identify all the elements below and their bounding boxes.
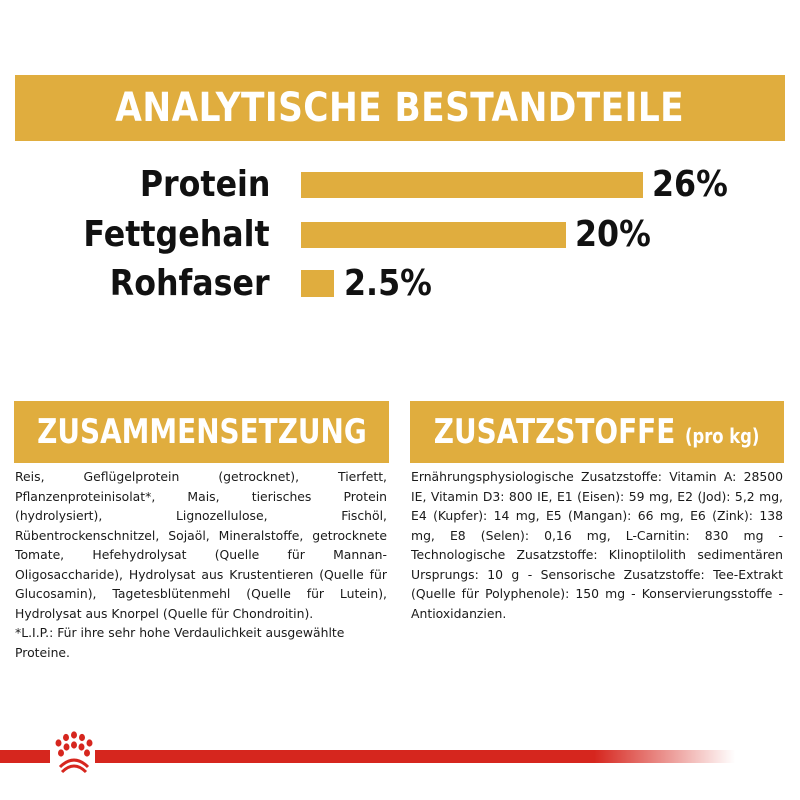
composition-banner: ZUSAMMENSETZUNG [14, 401, 389, 463]
additives-title: ZUSATZSTOFFE [434, 412, 676, 452]
bar-label: Fettgehalt [83, 214, 270, 255]
bar [301, 172, 643, 198]
crown-logo-icon [55, 731, 93, 774]
chart-row-rohfaser: Rohfaser 2.5% [0, 259, 800, 309]
footer-line-right [95, 750, 735, 763]
bar [301, 222, 566, 248]
composition-title: ZUSAMMENSETZUNG [36, 412, 367, 452]
bar-label: Rohfaser [110, 263, 270, 304]
bar-value: 2.5% [344, 263, 432, 304]
chart-row-protein: Protein 26% [0, 160, 800, 210]
additives-title-wrap: ZUSATZSTOFFE (pro kg) [434, 412, 760, 452]
title-banner: ANALYTISCHE BESTANDTEILE [15, 75, 785, 141]
additives-banner: ZUSATZSTOFFE (pro kg) [410, 401, 784, 463]
bar-value: 26% [652, 164, 728, 205]
composition-text-block: Reis, Geflügelprotein (getrocknet), Tier… [15, 467, 387, 662]
composition-text: Reis, Geflügelprotein (getrocknet), Tier… [15, 469, 387, 621]
composition-footnote: *L.I.P.: Für ihre sehr hohe Verdaulichke… [15, 625, 345, 660]
additives-title-suffix: (pro kg) [685, 424, 760, 448]
bar-label: Protein [139, 164, 270, 205]
page-title: ANALYTISCHE BESTANDTEILE [115, 85, 685, 131]
additives-text: Ernährungsphysiologische Zusatzstoffe: V… [411, 469, 783, 621]
bar [301, 270, 334, 297]
footer-line-left [0, 750, 50, 763]
chart-row-fettgehalt: Fettgehalt 20% [0, 210, 800, 260]
bar-value: 20% [575, 214, 651, 255]
